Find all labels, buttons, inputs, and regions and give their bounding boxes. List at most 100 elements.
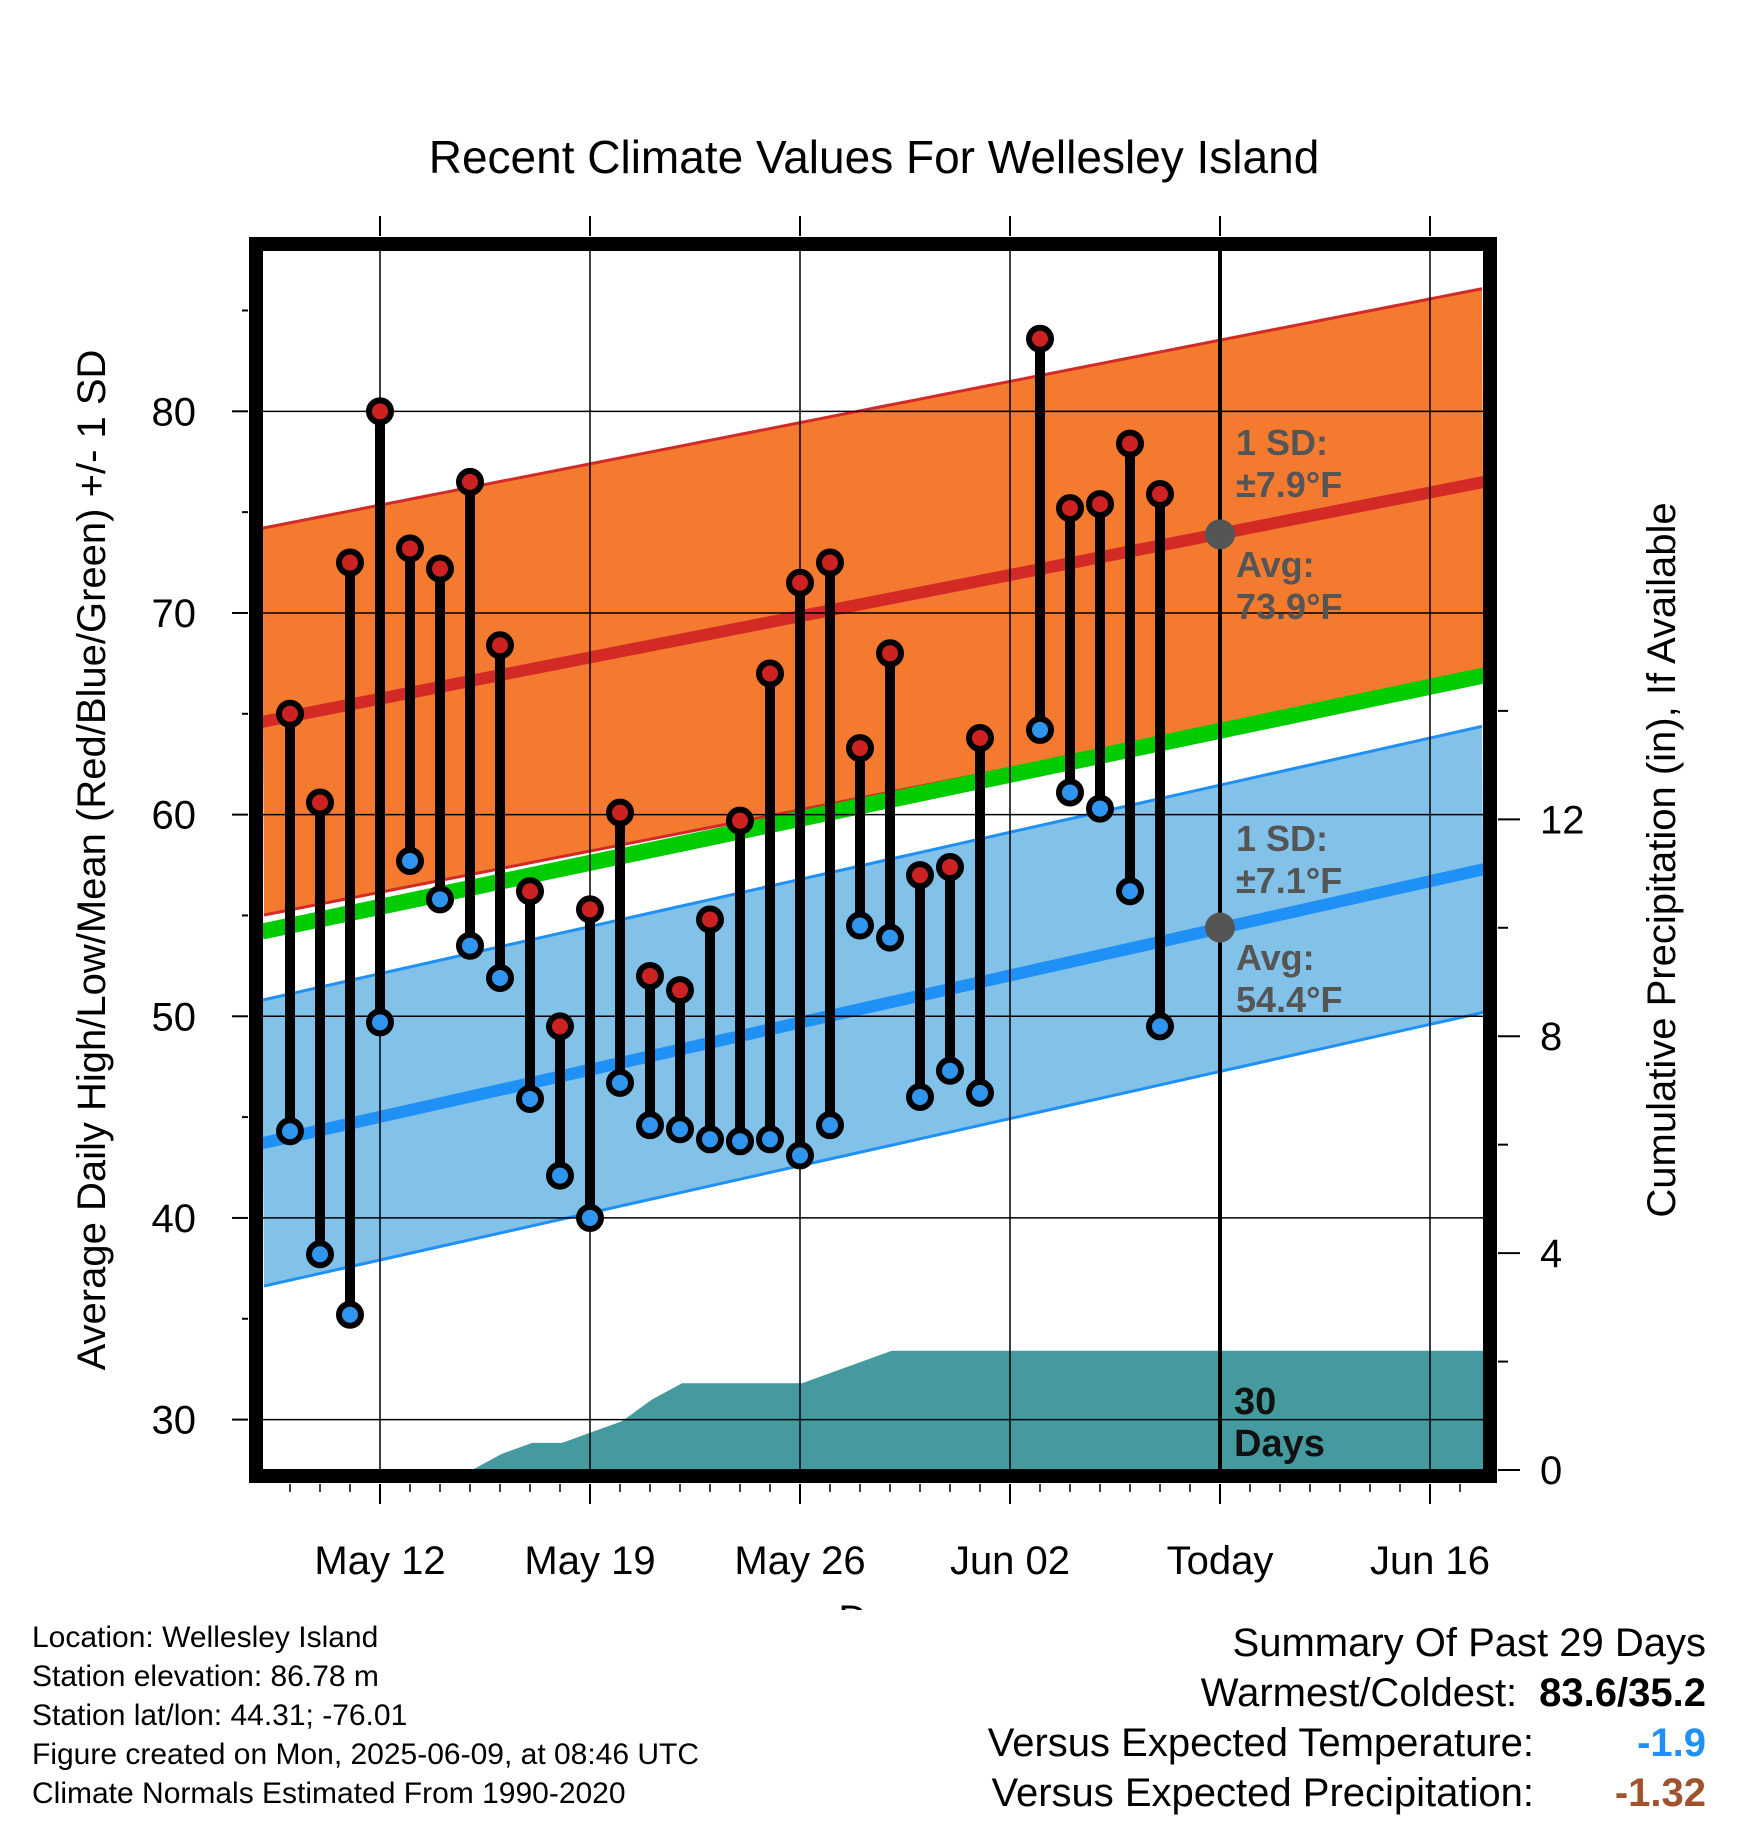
- info-latlon: Station lat/lon: 44.31; -76.01: [32, 1699, 408, 1732]
- climate-chart: Recent Climate Values For Wellesley Isla…: [70, 131, 1684, 1610]
- precip-label: Versus Expected Precipitation:: [991, 1771, 1534, 1815]
- high-avg-label: Avg:: [1236, 544, 1315, 585]
- daily-low-point: [306, 1240, 334, 1269]
- y-axis-label: Average Daily High/Low/Mean (Red/Blue/Gr…: [70, 350, 114, 1371]
- precip-value: -1.32: [1614, 1771, 1706, 1815]
- daily-low-point: [906, 1082, 934, 1111]
- daily-high-point: [546, 1012, 574, 1041]
- daily-low-point: [846, 911, 874, 940]
- daily-low-point: [546, 1161, 574, 1190]
- info-created: Figure created on Mon, 2025-06-09, at 08…: [32, 1738, 700, 1771]
- daily-high-point: [366, 397, 394, 426]
- daily-low-point: [1086, 794, 1114, 823]
- daily-high-point: [1026, 324, 1054, 353]
- daily-low-point: [636, 1111, 664, 1140]
- daily-high-point: [486, 631, 514, 660]
- summary-title: Summary Of Past 29 Days: [1232, 1621, 1706, 1665]
- x-tick-label-4: Today: [1167, 1539, 1274, 1583]
- daily-low-point: [486, 963, 514, 992]
- daily-high-point: [966, 724, 994, 752]
- daily-low-point: [606, 1068, 634, 1097]
- warm-cold-value: 83.6/35.2: [1539, 1671, 1706, 1715]
- y2-tick-label-12: 12: [1540, 798, 1585, 842]
- daily-high-point: [726, 806, 754, 835]
- daily-high-point: [906, 861, 934, 890]
- daily-high-point: [786, 568, 814, 597]
- days-label-number: 30: [1234, 1381, 1276, 1423]
- daily-low-point: [1026, 715, 1054, 744]
- daily-low-point: [1116, 877, 1144, 906]
- daily-low-point: [276, 1117, 304, 1146]
- y-tick-label-30: 30: [152, 1399, 197, 1443]
- daily-low-point: [876, 923, 904, 952]
- y2-tick-label-0: 0: [1540, 1449, 1562, 1493]
- daily-high-point: [816, 548, 844, 577]
- plot-frame: [249, 237, 1497, 1483]
- daily-high-point: [696, 905, 724, 934]
- daily-high-point: [576, 895, 604, 924]
- info-normals: Climate Normals Estimated From 1990-2020: [32, 1777, 626, 1810]
- summary-warm-cold: Warmest/Coldest: 83.6/35.2: [988, 1668, 1706, 1718]
- chart-title: Recent Climate Values For Wellesley Isla…: [429, 131, 1320, 183]
- daily-low-point: [1146, 1012, 1174, 1041]
- summary-precip: Versus Expected Precipitation: -1.32: [988, 1768, 1706, 1818]
- plot-area: [262, 250, 1484, 1470]
- daily-low-point: [576, 1203, 604, 1232]
- y-tick-label-70: 70: [152, 592, 197, 636]
- daily-low-point: [936, 1056, 964, 1085]
- temp-label: Versus Expected Temperature:: [987, 1721, 1534, 1765]
- daily-low-point: [366, 1008, 394, 1037]
- precip-area: [262, 1350, 1484, 1470]
- daily-high-point: [396, 534, 424, 563]
- daily-low-point: [666, 1115, 694, 1144]
- y-tick-label-50: 50: [152, 995, 197, 1039]
- normal-low-band-lower-edge: [263, 1010, 1484, 1288]
- daily-high-point: [876, 639, 904, 668]
- today-low-avg-marker: [1205, 912, 1235, 943]
- high-sd-value: ±7.9°F: [1236, 464, 1342, 505]
- x-tick-label-5: Jun 16: [1370, 1539, 1490, 1583]
- x-tick-label-0: May 12: [314, 1539, 445, 1583]
- daily-low-point: [756, 1125, 784, 1154]
- today-high-avg-marker: [1205, 519, 1235, 550]
- daily-high-point: [636, 961, 664, 990]
- summary-panel: Summary Of Past 29 Days Warmest/Coldest:…: [988, 1618, 1706, 1818]
- daily-high-point: [276, 699, 304, 728]
- daily-low-point: [726, 1127, 754, 1156]
- daily-high-point: [516, 877, 544, 906]
- x-tick-label-1: May 19: [524, 1539, 655, 1583]
- low-avg-value: 54.4°F: [1236, 979, 1342, 1020]
- y-tick-label-40: 40: [152, 1197, 197, 1241]
- daily-low-point: [516, 1084, 544, 1113]
- daily-high-point: [1086, 490, 1114, 519]
- daily-high-point: [846, 734, 874, 763]
- info-location: Location: Wellesley Island: [32, 1621, 379, 1654]
- y2-tick-label-8: 8: [1540, 1015, 1562, 1059]
- daily-high-point: [306, 788, 334, 817]
- temp-value: -1.9: [1637, 1721, 1706, 1765]
- days-label-text: Days: [1234, 1423, 1325, 1465]
- low-sd-label: 1 SD:: [1236, 818, 1328, 859]
- warm-cold-label: Warmest/Coldest:: [1200, 1671, 1518, 1715]
- x-axis-label: Day: [838, 1598, 909, 1610]
- low-sd-value: ±7.1°F: [1236, 860, 1342, 901]
- daily-high-point: [756, 659, 784, 688]
- daily-low-point: [396, 847, 424, 876]
- station-info: Location: Wellesley Island Station eleva…: [32, 1618, 699, 1813]
- daily-low-point: [426, 885, 454, 914]
- high-sd-label: 1 SD:: [1236, 422, 1328, 463]
- daily-high-point: [1146, 480, 1174, 508]
- daily-low-point: [1056, 778, 1084, 807]
- daily-low-point: [816, 1111, 844, 1140]
- y2-axis-label: Cumulative Precipitation (in), If Availa…: [1640, 502, 1684, 1217]
- daily-low-point: [336, 1300, 364, 1329]
- daily-low-point: [456, 931, 484, 960]
- daily-high-point: [426, 554, 454, 583]
- daily-low-point: [696, 1125, 724, 1154]
- x-tick-label-2: May 26: [734, 1539, 865, 1583]
- daily-high-point: [606, 798, 634, 827]
- y-tick-label-80: 80: [152, 390, 197, 434]
- daily-high-point: [666, 976, 694, 1005]
- normal-low-line: [262, 863, 1484, 1150]
